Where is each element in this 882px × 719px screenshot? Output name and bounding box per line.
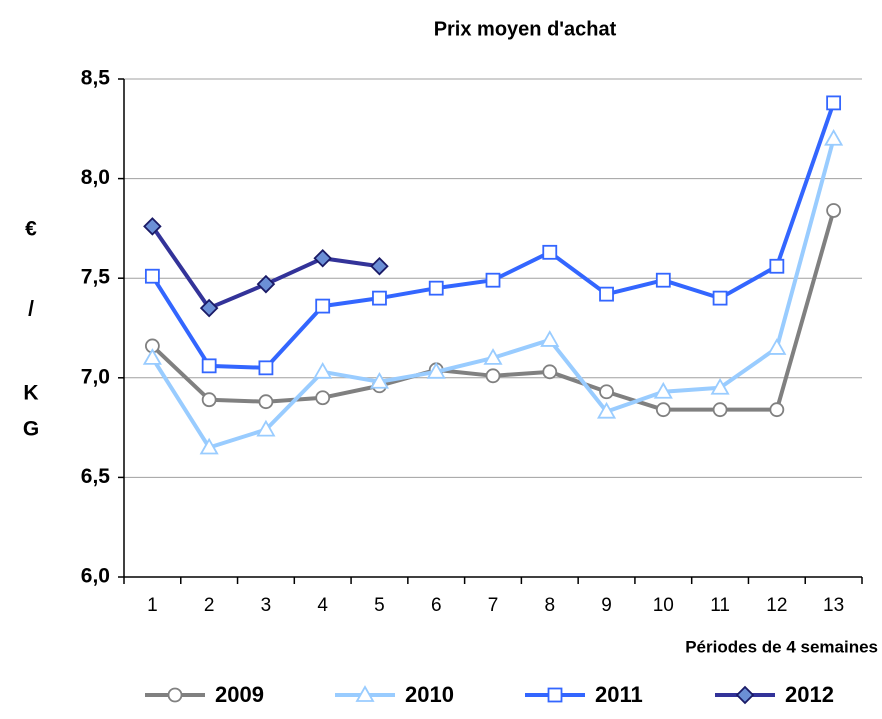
x-axis-label: Périodes de 4 semaines xyxy=(685,637,878,656)
y-axis-label: G xyxy=(23,418,39,441)
marker xyxy=(599,286,614,302)
y-axis-label: € xyxy=(25,218,37,241)
marker xyxy=(355,685,375,702)
legend-label: 2009 xyxy=(215,682,264,707)
legend-label: 2011 xyxy=(595,682,643,707)
x-tick-label: 10 xyxy=(653,595,674,616)
x-tick-label: 5 xyxy=(374,595,385,616)
marker xyxy=(735,685,755,705)
marker xyxy=(542,364,558,380)
marker xyxy=(655,272,671,288)
chart-title: Prix moyen d'achat xyxy=(434,18,617,40)
marker xyxy=(712,402,728,418)
marker xyxy=(547,687,563,703)
marker xyxy=(142,348,162,365)
y-axis-label: K xyxy=(23,382,38,405)
marker xyxy=(256,419,276,437)
x-tick-label: 4 xyxy=(317,595,328,616)
marker xyxy=(712,290,728,306)
y-axis-label: / xyxy=(28,298,34,321)
marker xyxy=(655,402,671,418)
marker xyxy=(258,394,274,410)
marker xyxy=(313,249,332,268)
marker xyxy=(199,437,219,455)
x-tick-label: 13 xyxy=(823,595,844,616)
legend-label: 2012 xyxy=(785,682,834,707)
x-tick-label: 2 xyxy=(204,595,215,616)
y-tick-label: 6,5 xyxy=(81,465,111,488)
marker xyxy=(824,128,844,146)
y-tick-label: 7,5 xyxy=(81,266,111,289)
series-line xyxy=(150,102,836,370)
legend-label: 2010 xyxy=(405,682,454,707)
marker xyxy=(143,217,162,236)
marker xyxy=(596,401,617,419)
x-tick-label: 8 xyxy=(544,595,555,616)
marker xyxy=(767,338,787,355)
marker xyxy=(483,348,503,365)
marker xyxy=(826,203,842,218)
marker xyxy=(201,358,217,374)
marker xyxy=(599,384,614,400)
marker xyxy=(826,95,842,111)
y-tick-label: 6,0 xyxy=(81,565,110,588)
marker xyxy=(256,274,276,294)
y-tick-label: 8,0 xyxy=(81,166,110,189)
marker xyxy=(258,360,274,376)
x-tick-label: 9 xyxy=(601,595,612,616)
marker xyxy=(769,258,785,274)
x-tick-label: 3 xyxy=(261,595,272,616)
marker xyxy=(201,392,217,408)
x-tick-label: 11 xyxy=(710,595,730,616)
marker xyxy=(540,330,560,347)
marker xyxy=(313,362,333,379)
marker xyxy=(144,268,160,284)
marker xyxy=(485,368,501,384)
y-tick-label: 8,5 xyxy=(81,67,111,90)
marker xyxy=(370,256,389,276)
marker xyxy=(167,687,183,703)
marker xyxy=(315,390,331,406)
marker xyxy=(653,381,673,399)
marker xyxy=(710,377,730,395)
x-tick-label: 1 xyxy=(147,595,158,616)
y-tick-label: 7,0 xyxy=(81,365,110,388)
marker xyxy=(199,298,219,318)
marker xyxy=(485,272,501,288)
marker xyxy=(369,371,390,389)
marker xyxy=(315,298,331,314)
marker xyxy=(542,244,558,260)
x-tick-label: 12 xyxy=(766,595,787,616)
x-tick-label: 7 xyxy=(488,595,499,616)
marker xyxy=(372,290,387,306)
marker xyxy=(428,280,444,296)
marker xyxy=(426,362,446,379)
x-tick-label: 6 xyxy=(431,595,442,616)
series-line xyxy=(150,225,380,311)
marker xyxy=(769,402,785,418)
